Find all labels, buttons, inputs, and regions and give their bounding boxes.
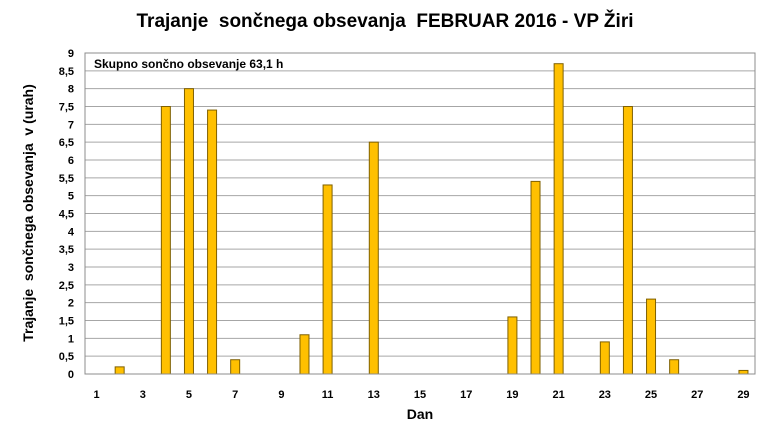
- y-tick-label: 3: [68, 262, 74, 274]
- x-tick-label: 21: [552, 389, 564, 401]
- bar-day-29: [738, 369, 749, 375]
- bar-day-10: [299, 334, 310, 375]
- x-tick-label: 13: [368, 389, 380, 401]
- bar-day-5: [183, 88, 194, 375]
- y-tick-label: 6,5: [59, 137, 74, 149]
- y-tick-label: 3,5: [59, 244, 74, 256]
- y-tick-label: 8: [68, 84, 74, 96]
- bar-day-19: [507, 316, 518, 375]
- bar-day-6: [207, 109, 218, 375]
- y-axis-label: Trajanje sončnega obsevanja v (urah): [20, 84, 36, 342]
- y-tick-label: 5: [68, 191, 74, 203]
- x-tick-label: 9: [278, 389, 284, 401]
- x-tick-label: 17: [460, 389, 472, 401]
- bar-day-21: [553, 63, 564, 375]
- bar-day-20: [530, 180, 541, 375]
- x-tick-label: 1: [93, 389, 99, 401]
- x-tick-label: 23: [599, 389, 611, 401]
- bar-day-25: [646, 298, 657, 375]
- grid-lines: [85, 52, 755, 375]
- x-tick-label: 27: [691, 389, 703, 401]
- y-tick-label: 4: [68, 226, 75, 238]
- y-tick-label: 8,5: [59, 66, 74, 78]
- bar-day-13: [368, 141, 379, 375]
- plot-area: [84, 52, 756, 375]
- y-tick-label: 6: [68, 155, 74, 167]
- x-tick-label: 19: [506, 389, 518, 401]
- y-tick-label: 0,5: [59, 351, 74, 363]
- y-tick-label: 1,5: [59, 316, 74, 328]
- bars: [114, 63, 749, 375]
- y-tick-label: 4,5: [59, 209, 74, 221]
- y-tick-label: 7,5: [59, 102, 74, 114]
- x-tick-label: 5: [186, 389, 192, 401]
- x-axis-ticks: 1 3 5 7 9 11 13 15 17 19 21 23 25 27 29: [93, 389, 749, 401]
- y-tick-label: 9: [68, 48, 74, 60]
- y-tick-label: 0: [68, 369, 74, 381]
- x-tick-label: 25: [645, 389, 657, 401]
- x-tick-label: 15: [414, 389, 426, 401]
- total-annotation: Skupno sončno obsevanje 63,1 h: [94, 57, 283, 71]
- chart-title: Trajanje sončnega obsevanja FEBRUAR 2016…: [137, 10, 634, 32]
- bar-day-7: [230, 359, 241, 375]
- x-axis-label: Dan: [407, 406, 433, 422]
- y-tick-label: 7: [68, 119, 74, 131]
- bar-day-23: [599, 341, 610, 375]
- y-tick-label: 2: [68, 298, 74, 310]
- bar-day-26: [669, 359, 680, 375]
- bar-day-2: [114, 366, 125, 375]
- y-tick-label: 5,5: [59, 173, 74, 185]
- x-tick-label: 29: [737, 389, 749, 401]
- x-tick-label: 11: [322, 389, 334, 401]
- y-tick-label: 1: [68, 333, 74, 345]
- bar-day-24: [622, 106, 633, 375]
- y-axis-ticks: 0 0,5 1 1,5 2 2,5 3 3,5 4 4,5 5 5,5 6 6,5 7 7,5 8 8,5 9: [59, 48, 75, 381]
- bar-day-11: [322, 184, 333, 375]
- y-tick-label: 2,5: [59, 280, 74, 292]
- bar-day-4: [160, 106, 171, 375]
- x-tick-label: 3: [140, 389, 146, 401]
- x-tick-label: 7: [232, 389, 238, 401]
